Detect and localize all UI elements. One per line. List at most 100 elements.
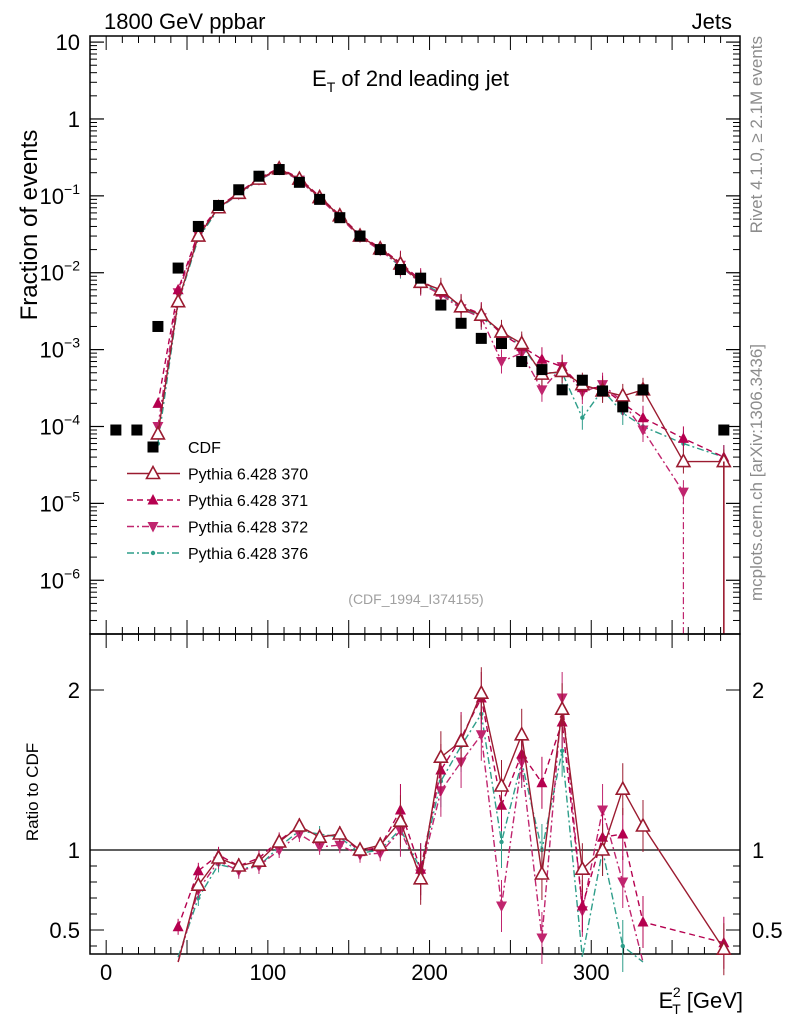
cdf-data-point: [536, 364, 548, 376]
cdf-data-point: [637, 384, 649, 396]
series-line-376: [157, 168, 725, 458]
cdf-data-point: [172, 262, 184, 274]
cdf-data-point: [475, 332, 487, 344]
ratio-point: [392, 812, 409, 828]
legend-label: Pythia 6.428 371: [188, 493, 308, 510]
ratio-plot-panel: 0.5 0.5 1 1 2 2 0 100 200 300 Ratio to CDF ET2 [G…: [23, 633, 783, 1017]
cdf-data-point: [152, 320, 164, 332]
ratio-point: [473, 684, 490, 700]
cdf-data-point: [334, 212, 346, 224]
cdf-data-point: [110, 424, 122, 436]
cdf-data-point: [556, 384, 568, 396]
data-point: [536, 385, 548, 396]
cdf-data-point: [293, 176, 305, 188]
main-plot-frame: [89, 35, 741, 635]
y-tick-label: 10−4: [40, 411, 81, 439]
ratio-point: [210, 849, 227, 864]
data-point: [190, 227, 207, 242]
ratio-point: [334, 840, 346, 852]
cdf-data-point: [354, 230, 366, 242]
cdf-data-point: [516, 356, 528, 368]
ratio-point: [499, 839, 504, 845]
main-plot-panel: 10 1 10−1 10−2 10−3 10−4 10−5 10−6 ET of 2nd le…: [16, 30, 741, 635]
x-tick-label: 0: [100, 960, 112, 985]
ratio-point: [172, 920, 184, 932]
cdf-data-point: [415, 272, 427, 284]
series-line-370: [157, 167, 724, 463]
ratio-point: [433, 748, 449, 764]
ratio-point: [273, 845, 285, 856]
y-tick-label: 10−1: [40, 181, 81, 209]
data-point: [473, 306, 490, 322]
cdf-data-point: [273, 164, 285, 176]
cdf-data-point: [213, 199, 225, 211]
cdf-data-point: [496, 338, 508, 350]
data-point: [677, 432, 689, 443]
legend-marker: [150, 550, 156, 556]
mcplots-credit-label: mcplots.cern.ch [arXiv:1306.3436]: [747, 344, 766, 601]
main-y-axis-label: Fraction of events: [16, 130, 43, 321]
ratio-point: [554, 700, 570, 716]
data-point: [536, 353, 548, 364]
legend: CDF Pythia 6.428 370 Pythia 6.428 371 Pythi…: [127, 440, 308, 563]
cdf-data-point: [597, 385, 609, 397]
ratio-point: [536, 933, 548, 944]
cdf-data-point: [617, 401, 629, 413]
legend-marker: [147, 441, 159, 453]
ratio-point: [576, 900, 588, 911]
ratio-point: [617, 877, 629, 888]
rivet-version-label: Rivet 4.1.0, ≥ 2.1M events: [747, 36, 766, 233]
ratio-point: [291, 817, 308, 832]
legend-label: Pythia 6.428 376: [188, 546, 308, 563]
ratio-point: [620, 943, 625, 949]
ratio-point: [637, 916, 649, 927]
ratio-y-tick-label-right: 1: [752, 838, 764, 863]
cdf-data-point: [394, 264, 406, 276]
cdf-data-point: [253, 170, 265, 182]
cdf-data-point: [192, 220, 204, 232]
category-label: Jets: [692, 9, 732, 34]
data-point: [493, 323, 510, 338]
ratio-point: [614, 780, 631, 796]
analysis-watermark: (CDF_1994_I374155): [348, 591, 483, 607]
x-tick-label: 100: [250, 960, 287, 985]
ratio-y-tick-label-right: 0.5: [752, 918, 783, 943]
ratio-point: [496, 901, 508, 912]
data-point: [152, 397, 164, 408]
ratio-point: [314, 842, 326, 853]
legend-label: Pythia 6.428 370: [188, 467, 308, 484]
series-line-371: [157, 167, 725, 458]
ratio-point: [251, 852, 267, 868]
ratio-y-tick-label: 0.5: [49, 918, 80, 943]
ratio-point: [534, 865, 550, 880]
ratio-point: [475, 730, 487, 741]
ratio-point: [617, 828, 629, 839]
legend-marker: [147, 494, 159, 505]
legend-marker: [147, 522, 159, 533]
ratio-point: [352, 841, 368, 856]
y-tick-label: 10−3: [40, 335, 81, 363]
cdf-data-point: [435, 299, 447, 311]
data-point: [637, 411, 649, 423]
main-plot-title: ET of 2nd leading jet: [312, 66, 509, 95]
ratio-point: [635, 817, 651, 832]
ratio-point: [331, 825, 348, 840]
ratio-point: [230, 857, 247, 872]
data-point: [554, 362, 570, 378]
data-point: [150, 425, 166, 440]
data-point: [637, 425, 649, 437]
ratio-point: [597, 805, 609, 816]
ratio-point: [594, 841, 611, 856]
y-tick-label: 1: [68, 107, 80, 132]
ratio-point: [293, 829, 305, 840]
ratio-y-tick-label-right: 2: [752, 678, 764, 703]
x-axis-label: ET2 [GeV]: [659, 984, 743, 1017]
cdf-data-point: [455, 317, 467, 329]
cdf-data-point: [233, 184, 245, 196]
ratio-point: [372, 836, 389, 852]
ratio-point: [190, 876, 207, 892]
y-tick-label: 10−6: [40, 565, 81, 593]
ratio-point: [513, 726, 530, 741]
ratio-point: [493, 777, 510, 792]
ratio-point: [536, 776, 548, 788]
